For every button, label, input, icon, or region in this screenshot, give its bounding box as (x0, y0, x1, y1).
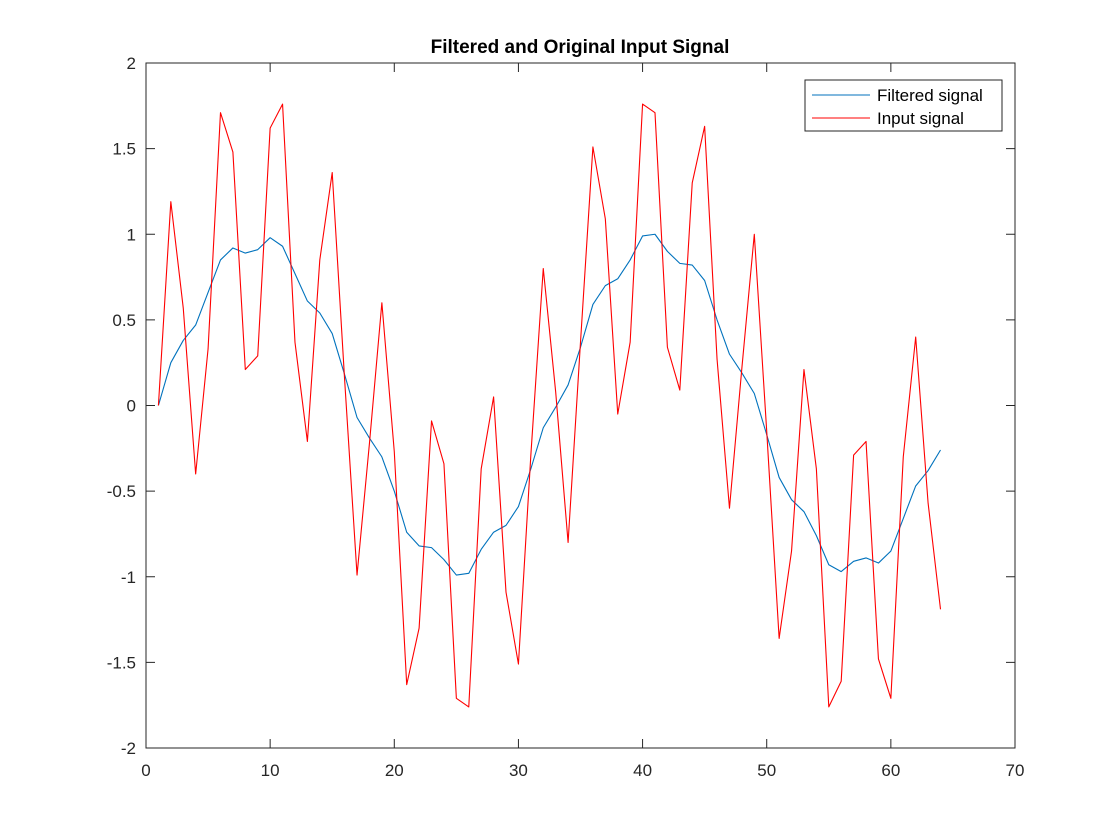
y-tick-label: -0.5 (107, 482, 136, 501)
y-tick-label: -1.5 (107, 653, 136, 672)
x-tick-label: 0 (141, 761, 150, 780)
y-axis: -2 -1.5 -1 -0.5 0 0.5 1 1.5 2 (107, 54, 1015, 758)
y-tick-label: 0 (127, 397, 136, 416)
legend-label-input: Input signal (877, 109, 964, 128)
legend-label-filtered: Filtered signal (877, 86, 983, 105)
x-tick-label: 60 (881, 761, 900, 780)
x-tick-label: 70 (1006, 761, 1025, 780)
y-tick-label: 1 (127, 225, 136, 244)
chart-title: Filtered and Original Input Signal (431, 37, 730, 58)
legend: Filtered signal Input signal (804, 79, 1003, 132)
x-tick-label: 40 (633, 761, 652, 780)
y-tick-label: -2 (121, 739, 136, 758)
y-tick-label: -1 (121, 568, 136, 587)
x-tick-label: 10 (261, 761, 280, 780)
plot-area (145, 62, 1016, 749)
legend-box (804, 79, 1003, 132)
x-tick-label: 30 (509, 761, 528, 780)
series-line-input-signal (157, 103, 942, 708)
x-tick-label: 20 (385, 761, 404, 780)
series-layer (157, 103, 942, 708)
x-axis: 0 10 20 30 40 50 60 70 (141, 63, 1024, 780)
y-tick-label: 0.5 (112, 311, 136, 330)
series-line-filtered-signal (157, 233, 941, 576)
x-tick-label: 50 (757, 761, 776, 780)
y-tick-label: 1.5 (112, 140, 136, 159)
y-tick-label: 2 (127, 54, 136, 73)
